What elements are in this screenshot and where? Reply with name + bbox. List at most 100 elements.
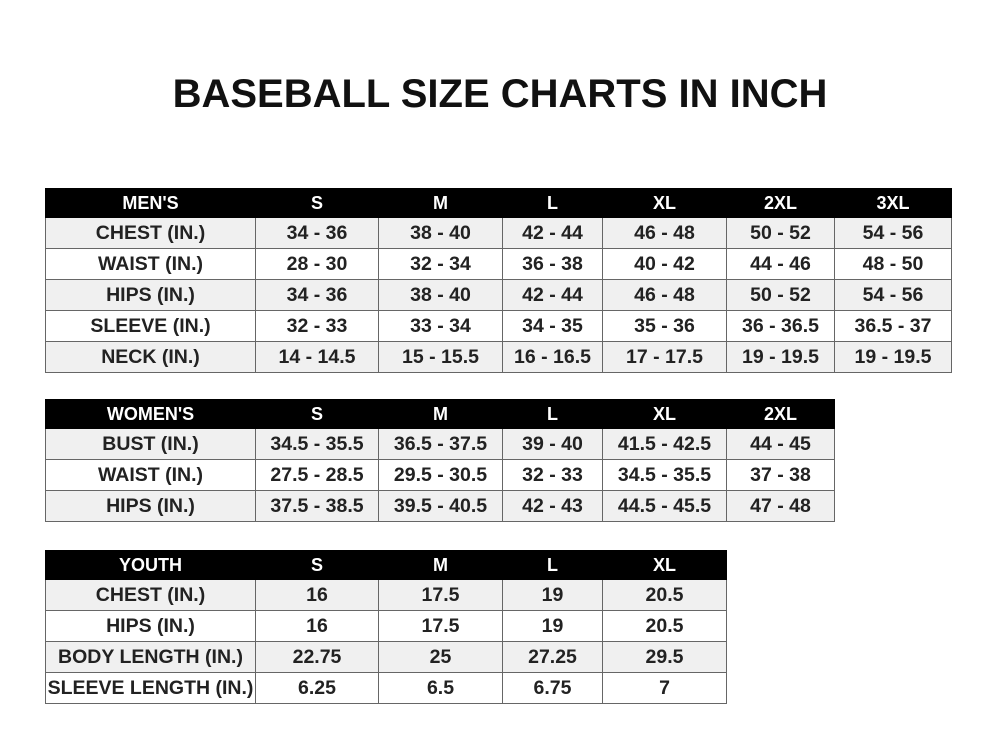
- measurement-label: CHEST (IN.): [45, 217, 256, 249]
- size-column-header: 2XL: [726, 399, 835, 429]
- size-value: 32 - 33: [255, 310, 379, 342]
- size-value: 19 - 19.5: [726, 341, 835, 373]
- header-row: WOMEN'S S M L XL 2XL: [45, 399, 835, 429]
- size-value: 42 - 43: [502, 490, 603, 522]
- size-value: 37 - 38: [726, 459, 835, 491]
- size-column-header: 2XL: [726, 188, 835, 218]
- size-value: 16 - 16.5: [502, 341, 603, 373]
- size-value: 16: [255, 579, 379, 611]
- size-value: 36 - 36.5: [726, 310, 835, 342]
- size-value: 42 - 44: [502, 279, 603, 311]
- table-row: SLEEVE LENGTH (IN.) 6.25 6.5 6.75 7: [45, 672, 727, 704]
- size-column-header: M: [378, 188, 503, 218]
- measurement-label: WAIST (IN.): [45, 459, 256, 491]
- size-value: 44.5 - 45.5: [602, 490, 727, 522]
- size-value: 32 - 33: [502, 459, 603, 491]
- measurement-label: NECK (IN.): [45, 341, 256, 373]
- size-value: 34.5 - 35.5: [255, 428, 379, 460]
- measurement-label: BUST (IN.): [45, 428, 256, 460]
- size-value: 19: [502, 610, 603, 642]
- header-row: YOUTH S M L XL: [45, 550, 727, 580]
- size-value: 6.25: [255, 672, 379, 704]
- size-column-header: XL: [602, 399, 727, 429]
- size-value: 37.5 - 38.5: [255, 490, 379, 522]
- table-row: CHEST (IN.) 34 - 36 38 - 40 42 - 44 46 - 48 5…: [45, 217, 952, 249]
- size-value: 54 - 56: [834, 279, 952, 311]
- size-value: 16: [255, 610, 379, 642]
- size-value: 27.25: [502, 641, 603, 673]
- size-value: 7: [602, 672, 727, 704]
- size-value: 38 - 40: [378, 279, 503, 311]
- size-value: 29.5 - 30.5: [378, 459, 503, 491]
- youth-size-table: YOUTH S M L XL CHEST (IN.) 16 17.5 19 20.5 HIPS (I…: [45, 550, 727, 704]
- size-value: 6.75: [502, 672, 603, 704]
- womens-size-table: WOMEN'S S M L XL 2XL BUST (IN.) 34.5 - 35.5 36.5…: [45, 399, 835, 522]
- size-value: 28 - 30: [255, 248, 379, 280]
- size-value: 54 - 56: [834, 217, 952, 249]
- size-column-header: XL: [602, 550, 727, 580]
- size-value: 32 - 34: [378, 248, 503, 280]
- size-value: 44 - 45: [726, 428, 835, 460]
- measurement-label: HIPS (IN.): [45, 279, 256, 311]
- table-row: NECK (IN.) 14 - 14.5 15 - 15.5 16 - 16.5 17 …: [45, 341, 952, 373]
- measurement-label: BODY LENGTH (IN.): [45, 641, 256, 673]
- mens-size-table: MEN'S S M L XL 2XL 3XL CHEST (IN.) 34 - 36 38 - 4…: [45, 188, 952, 373]
- size-value: 48 - 50: [834, 248, 952, 280]
- size-value: 15 - 15.5: [378, 341, 503, 373]
- size-value: 35 - 36: [602, 310, 727, 342]
- size-value: 42 - 44: [502, 217, 603, 249]
- size-value: 17 - 17.5: [602, 341, 727, 373]
- table-title: MEN'S: [45, 188, 256, 218]
- size-value: 36.5 - 37.5: [378, 428, 503, 460]
- size-value: 14 - 14.5: [255, 341, 379, 373]
- size-value: 46 - 48: [602, 279, 727, 311]
- measurement-label: HIPS (IN.): [45, 610, 256, 642]
- table-row: WAIST (IN.) 28 - 30 32 - 34 36 - 38 40 - 42 4…: [45, 248, 952, 280]
- size-value: 34.5 - 35.5: [602, 459, 727, 491]
- size-value: 17.5: [378, 579, 503, 611]
- size-value: 20.5: [602, 610, 727, 642]
- size-value: 50 - 52: [726, 217, 835, 249]
- size-column-header: M: [378, 399, 503, 429]
- size-value: 33 - 34: [378, 310, 503, 342]
- measurement-label: WAIST (IN.): [45, 248, 256, 280]
- size-column-header: L: [502, 550, 603, 580]
- table-row: HIPS (IN.) 16 17.5 19 20.5: [45, 610, 727, 642]
- table-row: BUST (IN.) 34.5 - 35.5 36.5 - 37.5 39 - 40 4…: [45, 428, 835, 460]
- size-value: 25: [378, 641, 503, 673]
- measurement-label: SLEEVE LENGTH (IN.): [45, 672, 256, 704]
- size-value: 34 - 35: [502, 310, 603, 342]
- size-value: 39.5 - 40.5: [378, 490, 503, 522]
- size-column-header: 3XL: [834, 188, 952, 218]
- header-row: MEN'S S M L XL 2XL 3XL: [45, 188, 952, 218]
- table-title: WOMEN'S: [45, 399, 256, 429]
- table-title: YOUTH: [45, 550, 256, 580]
- size-value: 39 - 40: [502, 428, 603, 460]
- size-value: 17.5: [378, 610, 503, 642]
- size-value: 19: [502, 579, 603, 611]
- size-value: 50 - 52: [726, 279, 835, 311]
- size-value: 20.5: [602, 579, 727, 611]
- size-value: 40 - 42: [602, 248, 727, 280]
- size-value: 27.5 - 28.5: [255, 459, 379, 491]
- table-row: WAIST (IN.) 27.5 - 28.5 29.5 - 30.5 32 - 33…: [45, 459, 835, 491]
- table-row: HIPS (IN.) 34 - 36 38 - 40 42 - 44 46 - 48 50…: [45, 279, 952, 311]
- size-column-header: S: [255, 550, 379, 580]
- size-value: 34 - 36: [255, 279, 379, 311]
- measurement-label: SLEEVE (IN.): [45, 310, 256, 342]
- size-column-header: S: [255, 188, 379, 218]
- size-column-header: L: [502, 188, 603, 218]
- table-row: CHEST (IN.) 16 17.5 19 20.5: [45, 579, 727, 611]
- size-value: 46 - 48: [602, 217, 727, 249]
- size-value: 36.5 - 37: [834, 310, 952, 342]
- size-value: 6.5: [378, 672, 503, 704]
- size-value: 36 - 38: [502, 248, 603, 280]
- size-value: 22.75: [255, 641, 379, 673]
- size-value: 44 - 46: [726, 248, 835, 280]
- size-column-header: XL: [602, 188, 727, 218]
- size-value: 38 - 40: [378, 217, 503, 249]
- table-row: BODY LENGTH (IN.) 22.75 25 27.25 29.5: [45, 641, 727, 673]
- size-value: 41.5 - 42.5: [602, 428, 727, 460]
- size-value: 29.5: [602, 641, 727, 673]
- size-column-header: L: [502, 399, 603, 429]
